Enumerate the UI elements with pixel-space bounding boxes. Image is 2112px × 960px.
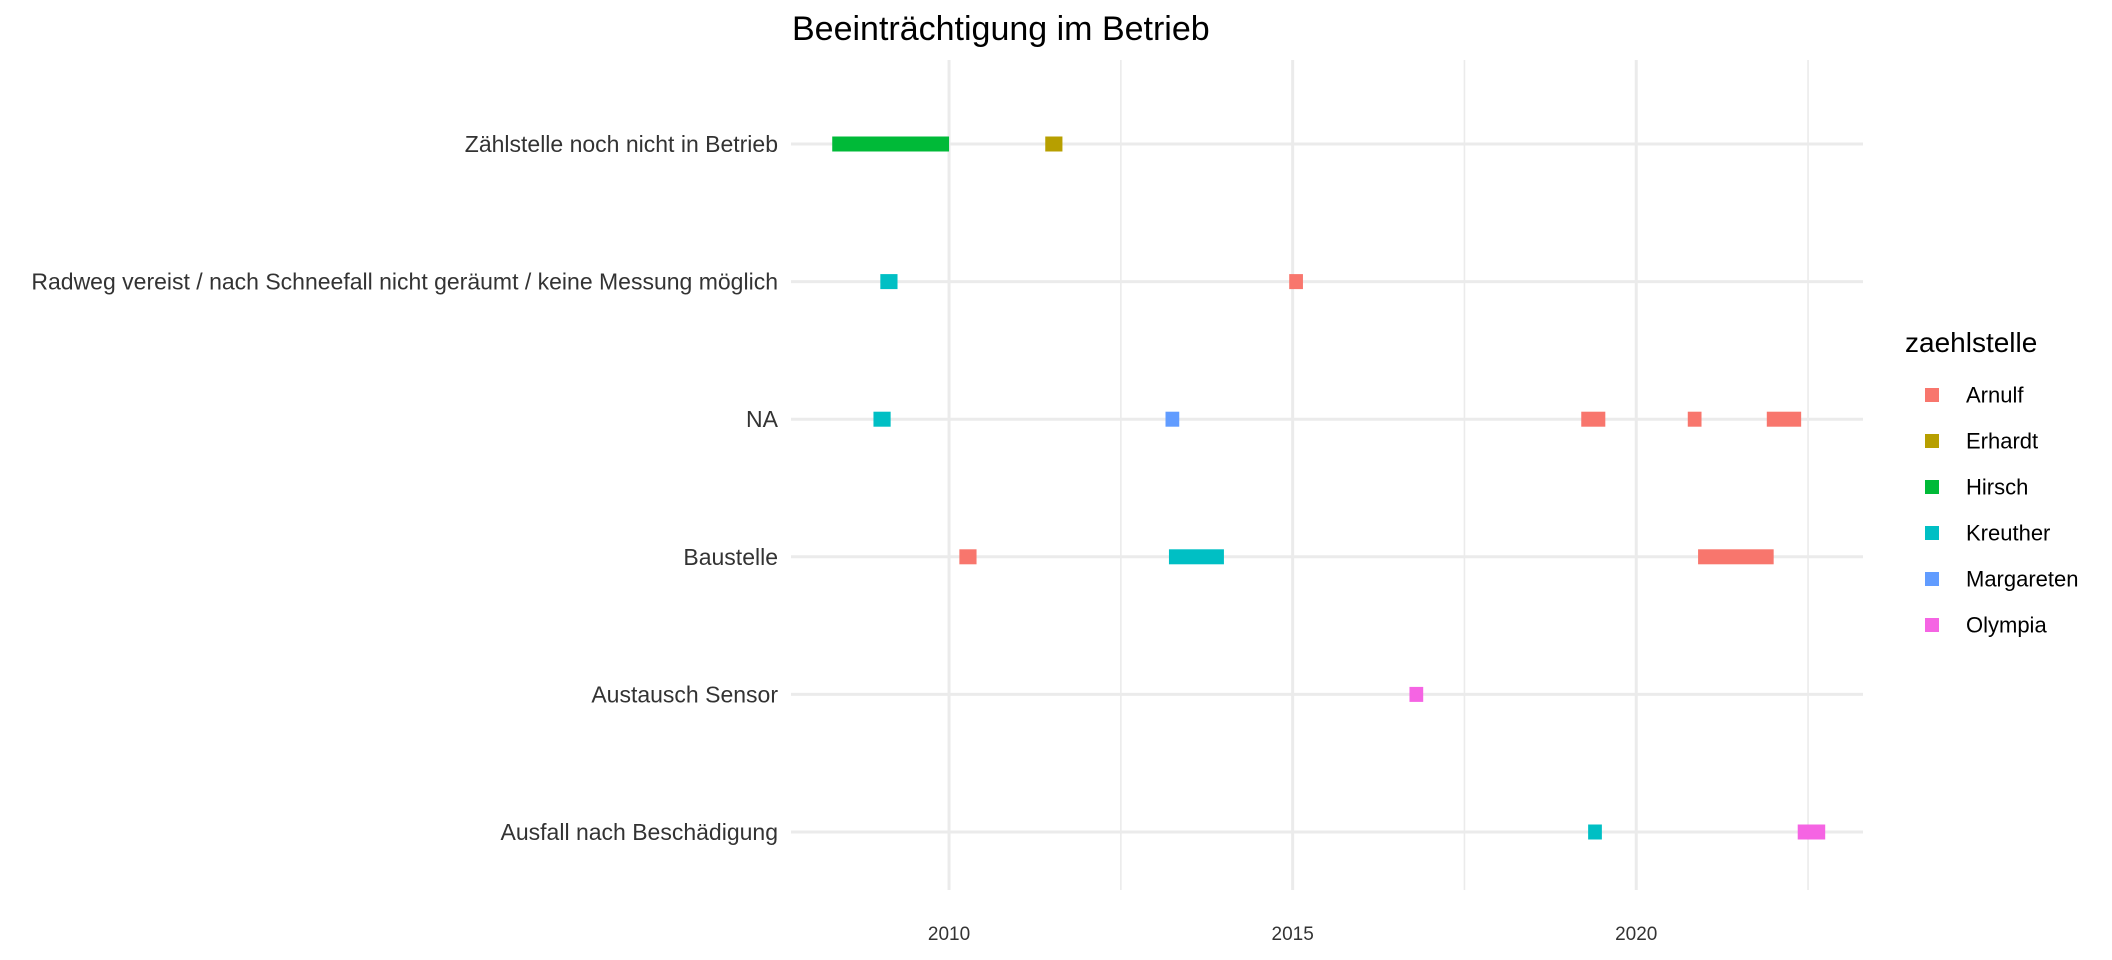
segments-layer: [832, 136, 1826, 840]
legend-swatch: [1925, 526, 1939, 540]
grid-layer: [947, 60, 1809, 890]
category-label: Radweg vereist / nach Schneefall nicht g…: [31, 269, 778, 295]
legend-label: Margareten: [1966, 567, 2079, 592]
legend-label: Olympia: [1966, 613, 2047, 638]
segment-kreuther: [1588, 824, 1602, 840]
segment-arnulf: [1698, 549, 1774, 565]
legend-label: Kreuther: [1966, 521, 2050, 546]
segment-arnulf: [1687, 411, 1702, 427]
legend-swatch: [1925, 434, 1939, 448]
segment-kreuther: [873, 411, 891, 427]
category-label: NA: [746, 406, 779, 432]
segment-margareten: [1165, 411, 1180, 427]
legend-swatch: [1925, 480, 1939, 494]
segment-kreuther: [880, 274, 898, 290]
segment-hirsch: [832, 136, 950, 152]
category-label: Zählstelle noch nicht in Betrieb: [465, 131, 778, 157]
segment-arnulf: [1581, 411, 1606, 427]
legend-label: Erhardt: [1966, 429, 2038, 454]
x-tick-labels: 2010 2015 2020: [928, 924, 1657, 945]
legend: zaehlstelle Arnulf Erhardt Hirsch Kreuther M…: [1905, 327, 2079, 638]
legend-label: Hirsch: [1966, 475, 2028, 500]
segment-erhardt: [1045, 136, 1063, 152]
category-labels: Zählstelle noch nicht in Betrieb Radweg v…: [31, 131, 778, 845]
category-label: Baustelle: [683, 544, 778, 570]
segment-arnulf: [1289, 274, 1303, 290]
segment-kreuther: [1168, 549, 1224, 565]
legend-items: Arnulf Erhardt Hirsch Kreuther Margareten Oly…: [1925, 383, 2079, 638]
legend-title: zaehlstelle: [1905, 327, 2037, 358]
legend-swatch: [1925, 388, 1939, 402]
x-tick-label: 2015: [1272, 924, 1314, 945]
segment-arnulf: [959, 549, 977, 565]
category-gridlines: [791, 142, 1863, 834]
category-label: Ausfall nach Beschädigung: [501, 819, 778, 845]
legend-swatch: [1925, 618, 1939, 632]
x-tick-label: 2010: [928, 924, 970, 945]
segment-olympia: [1797, 824, 1826, 840]
x-tick-label: 2020: [1615, 924, 1657, 945]
legend-swatch: [1925, 572, 1939, 586]
chart-title: Beeinträchtigung im Betrieb: [792, 10, 1210, 48]
segment-arnulf: [1766, 411, 1802, 427]
category-label: Austausch Sensor: [591, 681, 778, 707]
segment-olympia: [1409, 686, 1424, 702]
legend-label: Arnulf: [1966, 383, 2024, 408]
